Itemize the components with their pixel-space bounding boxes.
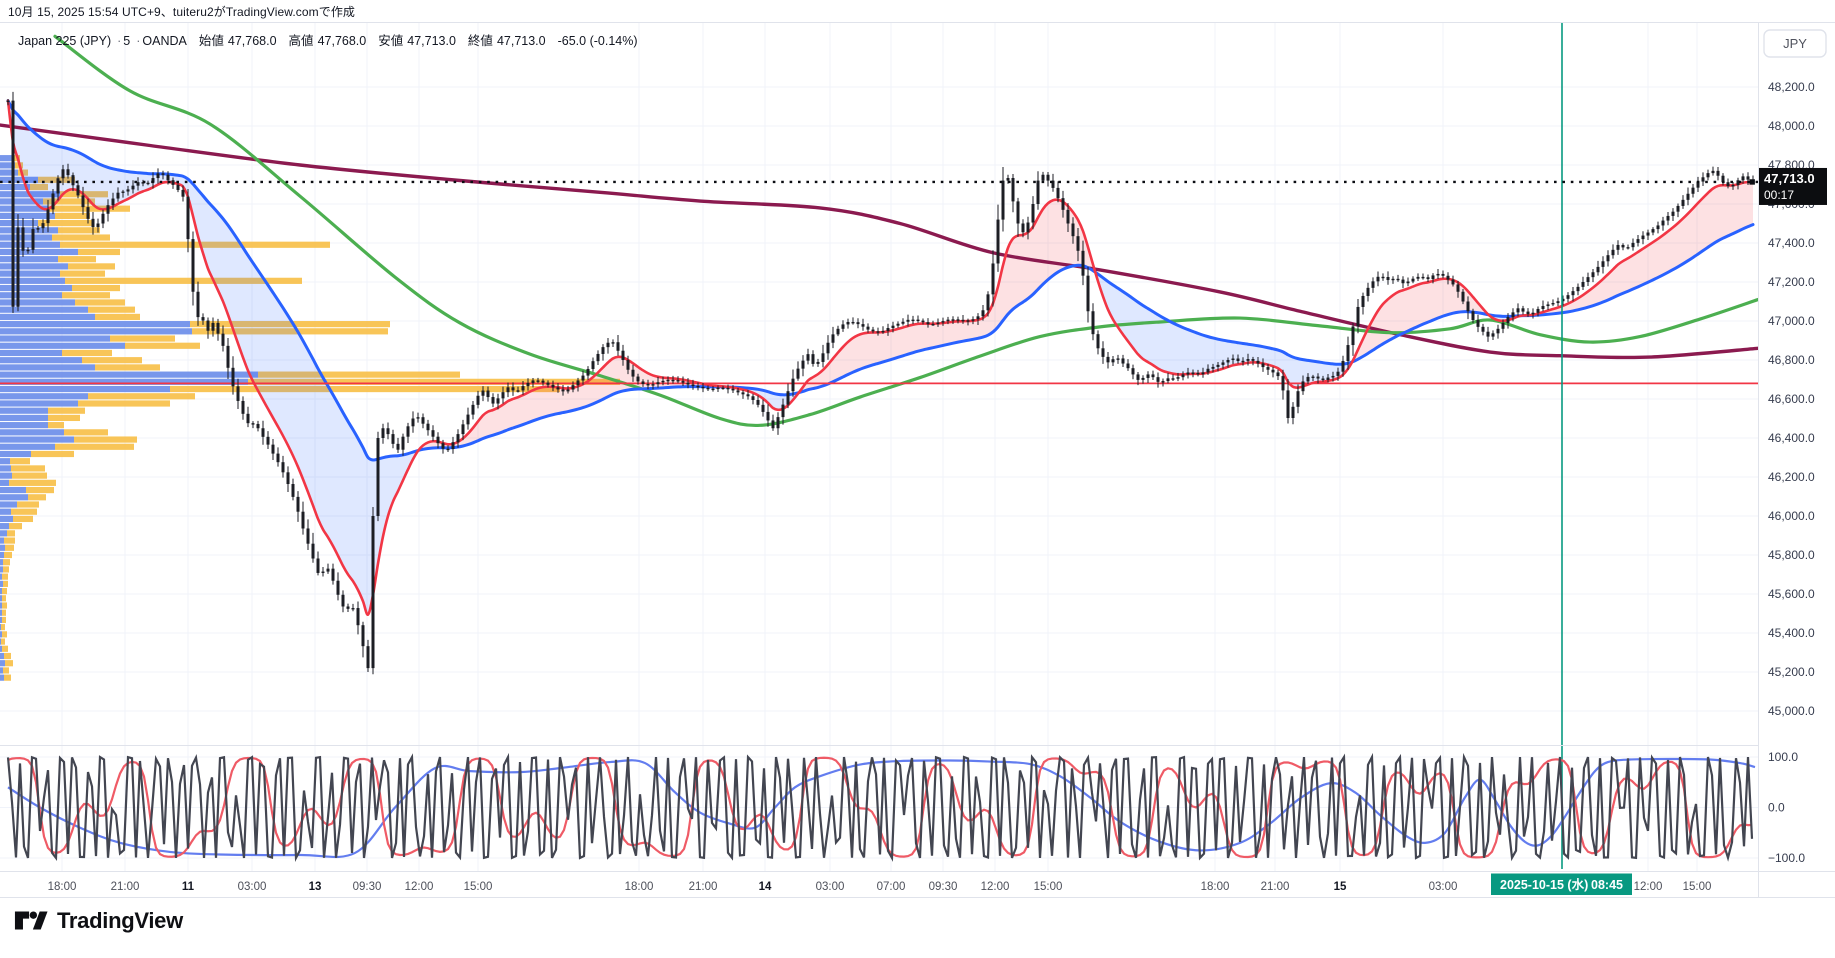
legend-separator: ·	[117, 34, 122, 48]
time-tick-label: 09:30	[929, 881, 958, 893]
ma-ribbon-fill-layer	[8, 100, 1753, 615]
ema-fast-line	[6, 99, 1755, 616]
price-tick-label: 47,200.0	[1768, 275, 1815, 289]
legend-open-label: 始値	[198, 34, 224, 48]
moving-averages-layer	[0, 34, 1758, 616]
price-tick-label: 47,000.0	[1768, 314, 1815, 328]
osc-tick-label: 100.0	[1768, 750, 1798, 764]
time-tick-label: 18:00	[48, 881, 77, 893]
time-highlight-badge: 2025-10-15 (水) 08:45	[1491, 873, 1632, 895]
price-tick-label: 48,000.0	[1768, 119, 1815, 133]
osc-black-line	[6, 752, 1754, 863]
price-tick-label: 45,600.0	[1768, 587, 1815, 601]
legend-symbol[interactable]: Japan 225 (JPY)	[18, 34, 112, 48]
time-tick-label: 12:00	[405, 881, 434, 893]
legend-close-label: 終値	[467, 34, 493, 48]
time-tick-label: 12:00	[981, 881, 1010, 893]
time-tick-label: 21:00	[1261, 881, 1290, 893]
legend-open-value: 47,768.0	[227, 34, 277, 48]
grid-layer	[0, 22, 1758, 871]
time-tick-label: 18:00	[625, 881, 654, 893]
currency-button-label: JPY	[1783, 36, 1807, 51]
time-tick-day-label: 13	[309, 881, 322, 893]
tradingview-footer[interactable]: TradingView	[14, 906, 183, 936]
legend-low-label: 安値	[378, 34, 404, 48]
time-tick-label: 03:00	[1429, 881, 1458, 893]
oscillator-layer	[6, 752, 1756, 863]
time-tick-label: 15:00	[464, 881, 493, 893]
volume-profile-layer	[0, 155, 620, 681]
price-tick-label: 46,000.0	[1768, 509, 1815, 523]
tradingview-logo-icon	[14, 911, 48, 930]
time-tick-label: 21:00	[689, 881, 718, 893]
price-tick-label: 45,200.0	[1768, 665, 1815, 679]
time-tick-label: 15:00	[1683, 881, 1712, 893]
time-tick-label: 15:00	[1034, 881, 1063, 893]
legend-low-value: 47,713.0	[407, 34, 456, 48]
price-tick-label: 45,800.0	[1768, 548, 1815, 562]
price-tick-label: 45,000.0	[1768, 704, 1815, 718]
time-tick-label: 03:00	[816, 881, 845, 893]
price-tick-label: 48,200.0	[1768, 80, 1815, 94]
price-tick-label: 46,200.0	[1768, 470, 1815, 484]
osc-blue-line	[7, 757, 1756, 859]
time-tick-label: 21:00	[111, 881, 140, 893]
time-axis[interactable]: 18:00 21:00 11 03:00 13 09:30 12:00 15:00 18:00 2…	[48, 873, 1712, 896]
attribution-text: 10月 15, 2025 15:54 UTC+9、tuiteru2がTradin…	[8, 5, 356, 19]
time-tick-label: 12:00	[1634, 881, 1663, 893]
last-price-value: 47,713.0	[1764, 171, 1815, 186]
pane-frames	[0, 22, 1835, 898]
highlight-date-label: 2025-10-15 (水)	[1500, 877, 1588, 892]
osc-tick-label: −100.0	[1768, 851, 1805, 865]
price-tick-label: 46,800.0	[1768, 353, 1815, 367]
legend-close-value: 47,713.0	[496, 34, 546, 48]
price-axis[interactable]: 48,200.048,000.047,800.047,600.047,400.0…	[1759, 29, 1827, 865]
osc-tick-label: 0.0	[1768, 801, 1785, 815]
legend-high-value: 47,768.0	[317, 34, 367, 48]
highlight-time-label: 08:45	[1591, 878, 1623, 892]
symbol-legend[interactable]: Japan 225 (JPY) · 5 · OANDA 始値 47,768.0 高値 47,76…	[18, 30, 642, 49]
time-tick-label: 18:00	[1201, 881, 1230, 893]
bar-countdown: 00:17	[1764, 188, 1794, 202]
time-tick-label: 07:00	[877, 881, 906, 893]
legend-interval[interactable]: 5	[123, 34, 131, 48]
price-tick-label: 45,400.0	[1768, 626, 1815, 640]
time-tick-label: 09:30	[353, 881, 382, 893]
legend-separator: ·	[136, 34, 141, 48]
ema-slow-line	[6, 99, 1755, 462]
time-tick-label: 03:00	[238, 881, 267, 893]
legend-exchange: OANDA	[142, 34, 187, 48]
price-tick-label: 47,400.0	[1768, 236, 1815, 250]
time-tick-day-label: 11	[182, 881, 195, 893]
ma-maroon-line	[0, 123, 1758, 360]
last-price-badge: 47,713.0 00:17	[1759, 167, 1827, 205]
tradingview-wordmark: TradingView	[57, 908, 183, 933]
legend-change-value: -65.0 (-0.14%)	[557, 34, 638, 48]
legend-high-label: 高値	[288, 34, 314, 48]
time-tick-day-label: 14	[759, 881, 772, 893]
candles-layer	[6, 91, 1755, 675]
dotted-line-end-marker	[1749, 179, 1755, 185]
price-tick-label: 46,400.0	[1768, 431, 1815, 445]
price-tick-label: 46,600.0	[1768, 392, 1815, 406]
time-tick-day-label: 15	[1334, 881, 1347, 893]
currency-button[interactable]: JPY	[1763, 29, 1827, 58]
